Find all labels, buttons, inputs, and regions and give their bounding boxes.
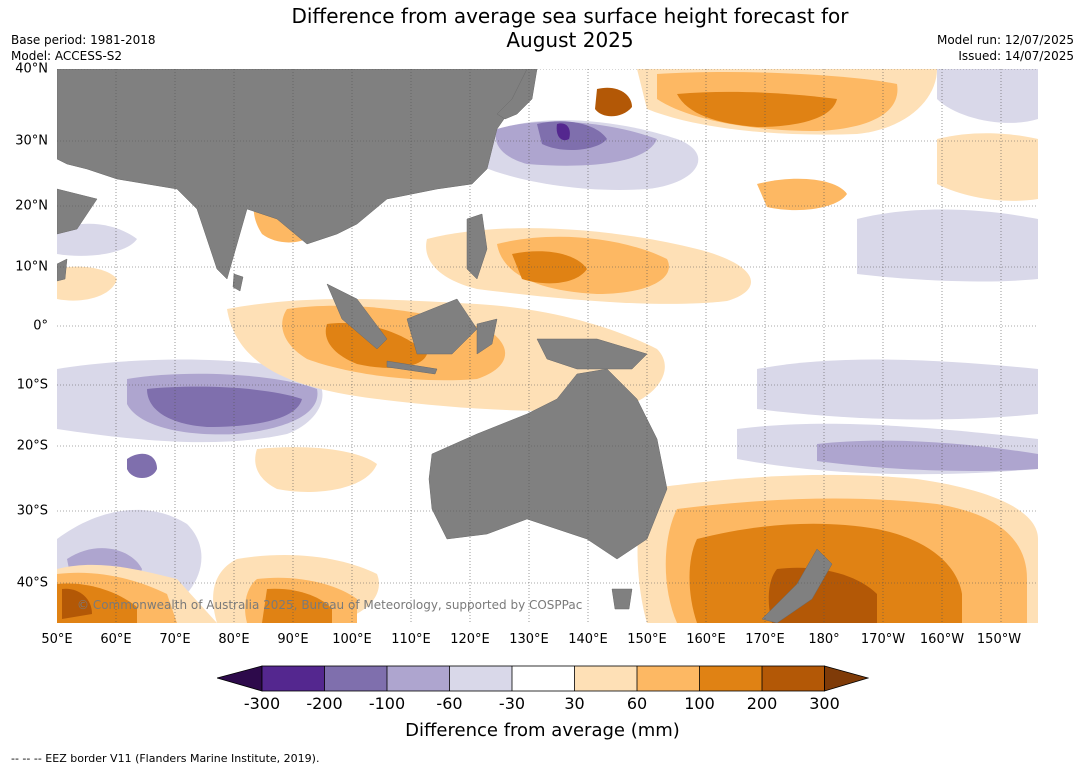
lon-label-160e: 160°E: [686, 632, 726, 647]
lat-label-10s: 10°S: [16, 377, 48, 393]
africa-horn-landmass: [57, 188, 98, 235]
asia-landmass: [57, 69, 528, 280]
lat-label-equator: 0°: [33, 318, 48, 334]
lon-label-110e: 110°E: [391, 632, 431, 647]
sri-lanka-landmass: [232, 273, 244, 292]
lon-label-170e: 170°E: [745, 632, 785, 647]
colorbar-tick-label: -300: [243, 694, 281, 713]
new-zealand-landmass: [761, 548, 833, 623]
lon-label-140e: 140°E: [568, 632, 608, 647]
eez-footnote: -- -- -- EEZ border V11 (Flanders Marine…: [11, 752, 320, 765]
lon-label-70e: 70°E: [159, 632, 191, 647]
colorbar-tick-label: -100: [368, 694, 406, 713]
colorbar-bin-2: [324, 666, 387, 691]
colorbar-tick-label: -200: [306, 694, 343, 713]
colorbar-title: Difference from average (mm): [405, 720, 680, 741]
lon-label-180: 180°: [808, 632, 840, 647]
copyright-watermark: © Commonwealth of Australia 2025, Bureau…: [77, 598, 583, 612]
colorbar-extend-low: [217, 665, 263, 692]
colorbar-tick-label: -60: [436, 694, 463, 713]
lat-label-30s: 30°S: [16, 503, 48, 519]
colorbar-extend-high: [824, 665, 869, 692]
sulawesi-landmass: [476, 318, 498, 355]
tasmania-landmass: [611, 588, 633, 610]
australia-landmass: [428, 368, 668, 560]
philippines-landmass: [466, 213, 488, 280]
base-period-text: Base period: 1981-2018: [11, 33, 156, 47]
land-masses: [57, 69, 833, 623]
colorbar-bin-6: [574, 666, 637, 691]
lat-label-40n: 40°N: [15, 61, 48, 77]
model-text: Model: ACCESS-S2: [11, 49, 123, 63]
colorbar-tick-label: 100: [684, 694, 715, 713]
colorbar-bin-5: [512, 666, 575, 691]
map-title: Difference from average sea surface heig…: [240, 4, 900, 52]
lon-label-120e: 120°E: [450, 632, 490, 647]
new-guinea-landmass: [536, 338, 648, 370]
meta-left: Base period: 1981-2018 Model: ACCESS-S2: [11, 32, 156, 64]
meta-right: Model run: 12/07/2025 Issued: 14/07/2025: [937, 32, 1074, 64]
colorbar-bin-1: [262, 666, 325, 691]
colorbar: [217, 665, 869, 692]
lon-label-150e: 150°E: [627, 632, 667, 647]
lat-label-30n: 30°N: [15, 133, 48, 149]
japan-landmass: [496, 69, 538, 120]
colorbar-bin-8: [699, 666, 762, 691]
lon-label-100e: 100°E: [332, 632, 372, 647]
colorbar-bin-3: [387, 666, 450, 691]
colorbar-tick-label: 300: [809, 694, 840, 713]
colorbar-bin-4: [449, 666, 512, 691]
lon-label-170w: 170°W: [860, 632, 906, 647]
lat-label-20n: 20°N: [15, 198, 48, 214]
colorbar-bin-9: [762, 666, 825, 691]
java-landmass: [386, 360, 438, 375]
colorbar-tick-label: 30: [564, 694, 585, 713]
lat-label-40s: 40°S: [16, 575, 48, 591]
lat-label-20s: 20°S: [16, 438, 48, 454]
lon-label-160w: 160°W: [919, 632, 965, 647]
map-panel: [57, 69, 1038, 623]
lon-label-150w: 150°W: [976, 632, 1022, 647]
issued-text: Issued: 14/07/2025: [958, 49, 1074, 63]
colorbar-tick-label: -30: [498, 694, 526, 713]
sumatra-landmass: [326, 283, 388, 350]
colorbar-bin-7: [637, 666, 700, 691]
map-canvas: [57, 69, 1038, 623]
lon-label-50e: 50°E: [41, 632, 73, 647]
graticule: [57, 69, 1038, 623]
model-run-text: Model run: 12/07/2025: [936, 33, 1074, 47]
lon-label-60e: 60°E: [100, 632, 132, 647]
lon-label-90e: 90°E: [277, 632, 309, 647]
borneo-landmass: [406, 298, 478, 355]
title-line-2: August 2025: [506, 28, 634, 52]
lon-label-130e: 130°E: [509, 632, 549, 647]
lon-label-80e: 80°E: [218, 632, 250, 647]
colorbar-tick-label: 60: [626, 694, 648, 713]
madagascar-landmass: [57, 258, 68, 282]
anomaly-contours: [57, 69, 1038, 623]
title-line-1: Difference from average sea surface heig…: [291, 4, 849, 28]
lat-label-10n: 10°N: [15, 259, 48, 275]
colorbar-tick-label: 200: [746, 694, 778, 713]
